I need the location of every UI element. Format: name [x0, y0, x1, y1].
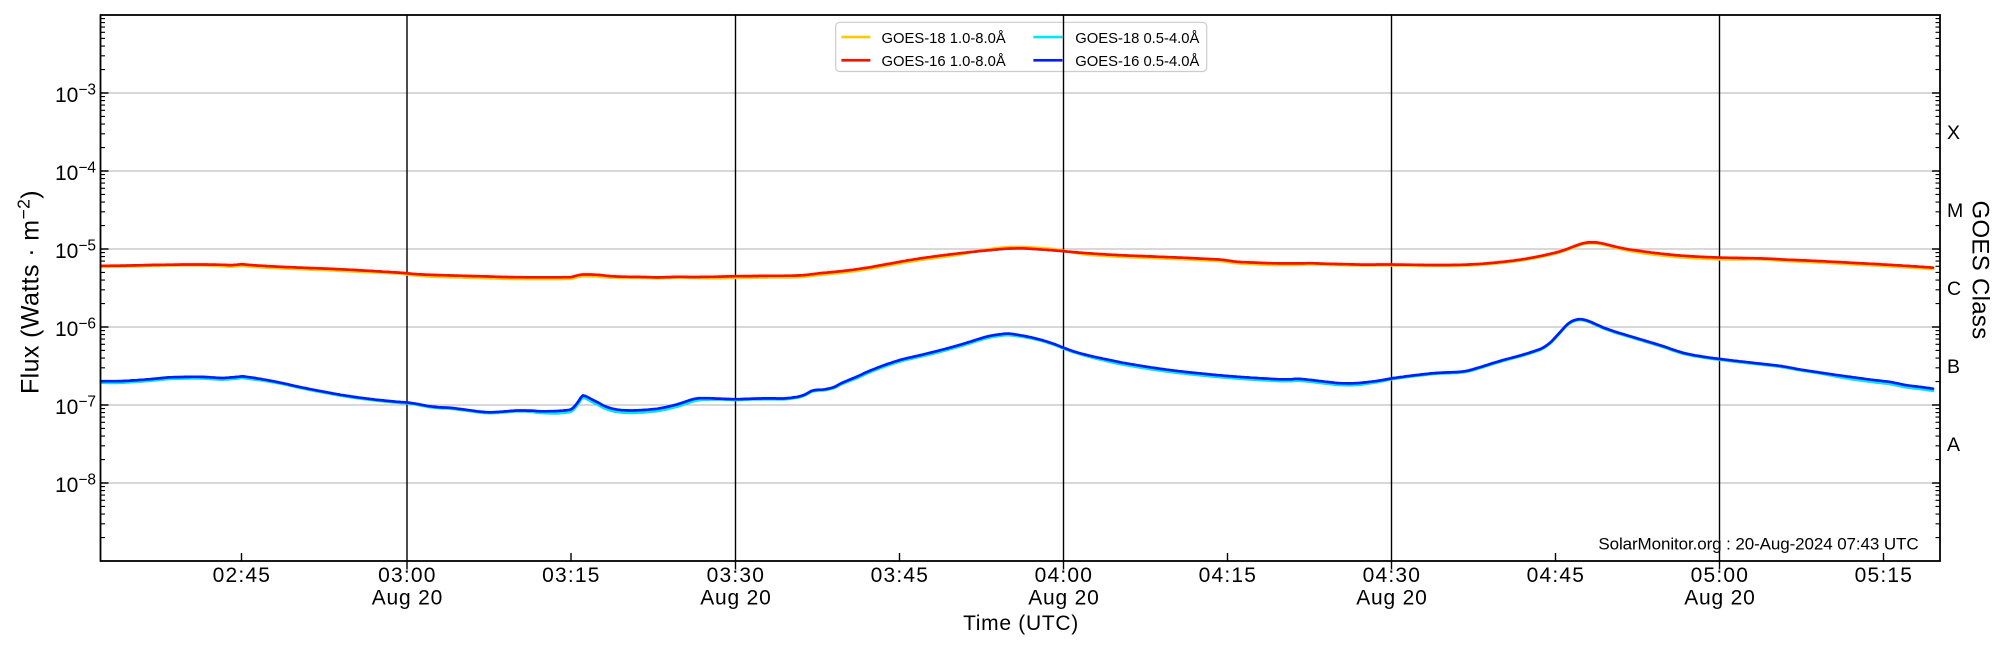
svg-text:10−7: 10−7	[55, 394, 96, 420]
svg-text:M: M	[1947, 200, 1963, 222]
svg-text:10−4: 10−4	[55, 160, 96, 186]
svg-text:GOES-18 0.5-4.0Å: GOES-18 0.5-4.0Å	[1075, 30, 1199, 47]
svg-text:Aug 20: Aug 20	[700, 587, 771, 610]
svg-text:Aug 20: Aug 20	[1684, 587, 1755, 610]
svg-text:10−6: 10−6	[55, 316, 96, 342]
svg-text:GOES-16 0.5-4.0Å: GOES-16 0.5-4.0Å	[1075, 53, 1199, 70]
svg-text:10−5: 10−5	[55, 238, 96, 264]
svg-text:C: C	[1947, 278, 1961, 300]
svg-text:Aug 20: Aug 20	[1356, 587, 1427, 610]
svg-text:02:45: 02:45	[213, 564, 272, 587]
svg-text:03:30: 03:30	[707, 564, 766, 587]
svg-text:04:00: 04:00	[1035, 564, 1094, 587]
svg-text:GOES-16 1.0-8.0Å: GOES-16 1.0-8.0Å	[882, 53, 1006, 70]
svg-text:X: X	[1947, 122, 1960, 144]
svg-text:10−3: 10−3	[55, 82, 96, 108]
svg-text:Flux (Watts · m−2): Flux (Watts · m−2)	[14, 190, 45, 394]
svg-text:Time (UTC): Time (UTC)	[963, 612, 1079, 635]
svg-text:GOES Class: GOES Class	[1967, 200, 1994, 339]
svg-text:03:45: 03:45	[871, 564, 930, 587]
svg-text:10−8: 10−8	[55, 472, 96, 498]
svg-text:03:15: 03:15	[542, 564, 601, 587]
svg-text:Aug 20: Aug 20	[372, 587, 443, 610]
svg-text:04:30: 04:30	[1363, 564, 1422, 587]
svg-text:04:15: 04:15	[1199, 564, 1258, 587]
svg-text:03:00: 03:00	[378, 564, 437, 587]
svg-text:04:45: 04:45	[1527, 564, 1586, 587]
svg-text:05:15: 05:15	[1855, 564, 1914, 587]
svg-text:05:00: 05:00	[1691, 564, 1750, 587]
svg-text:SolarMonitor.org : 20-Aug-2024: SolarMonitor.org : 20-Aug-2024 07:43 UTC	[1598, 535, 1918, 554]
svg-text:GOES-18 1.0-8.0Å: GOES-18 1.0-8.0Å	[882, 30, 1006, 47]
svg-text:B: B	[1947, 356, 1960, 378]
svg-text:A: A	[1947, 434, 1960, 456]
svg-text:Aug 20: Aug 20	[1028, 587, 1099, 610]
